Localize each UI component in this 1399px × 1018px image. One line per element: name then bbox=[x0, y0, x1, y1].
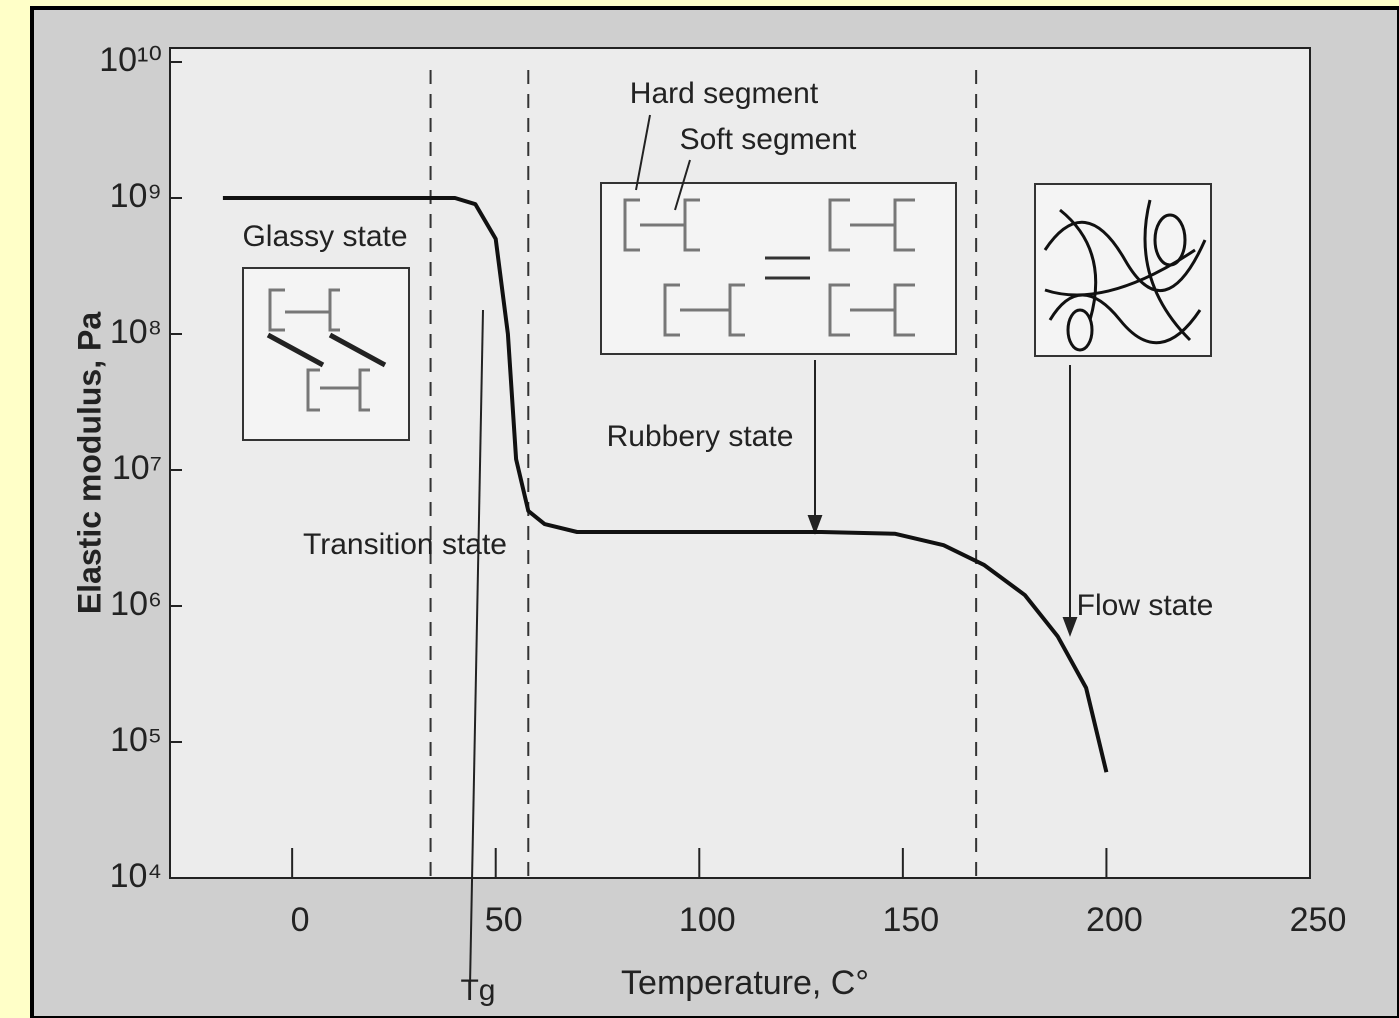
annotation: Transition state bbox=[303, 528, 507, 561]
y-axis-label: Elastic modulus, Pa bbox=[71, 312, 107, 615]
annotation: Tg bbox=[460, 974, 495, 1007]
x-tick-label: 100 bbox=[679, 901, 736, 939]
y-tick-label: 10⁴ bbox=[110, 857, 162, 895]
page: Elastic modulus, Pa Temperature, C° 10⁴ 1… bbox=[0, 0, 1399, 1018]
annotation: Soft segment bbox=[680, 123, 857, 156]
y-tick-label: 10⁸ bbox=[110, 313, 162, 351]
annotation: Hard segment bbox=[630, 77, 819, 110]
annotation: Glassy state bbox=[242, 220, 407, 253]
annotation: Rubbery state bbox=[607, 420, 794, 453]
x-tick-label: 50 bbox=[485, 901, 523, 939]
y-tick-label: 10¹⁰ bbox=[99, 41, 162, 79]
glassy-inset bbox=[243, 268, 409, 440]
x-tick-label: 250 bbox=[1290, 901, 1347, 939]
x-axis-label: Temperature, C° bbox=[621, 964, 869, 1002]
x-tick-label: 200 bbox=[1086, 901, 1143, 939]
plot-area bbox=[170, 48, 1310, 878]
y-tick-label: 10⁹ bbox=[110, 177, 162, 215]
x-tick-label: 150 bbox=[882, 901, 939, 939]
y-tick-label: 10⁶ bbox=[110, 585, 162, 623]
y-tick-label: 10⁵ bbox=[110, 721, 162, 759]
rubbery-inset bbox=[601, 183, 956, 354]
flow-inset bbox=[1035, 184, 1211, 356]
annotation: Flow state bbox=[1077, 589, 1214, 622]
chart: Elastic modulus, Pa Temperature, C° 10⁴ 1… bbox=[0, 0, 1399, 1018]
x-tick-label: 0 bbox=[291, 901, 310, 939]
y-tick-label: 10⁷ bbox=[112, 449, 162, 487]
